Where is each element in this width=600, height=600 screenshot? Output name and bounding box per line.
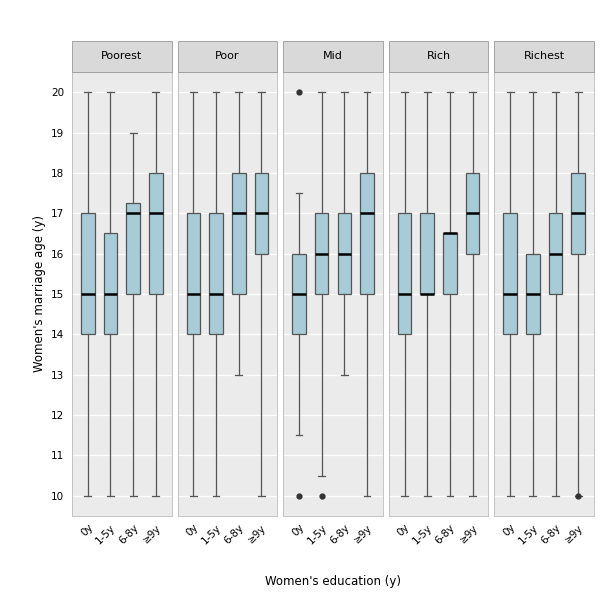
Text: Richest: Richest <box>524 52 565 61</box>
Text: Mid: Mid <box>323 52 343 61</box>
PathPatch shape <box>292 254 306 334</box>
PathPatch shape <box>466 173 479 254</box>
PathPatch shape <box>398 213 412 334</box>
PathPatch shape <box>526 254 539 334</box>
Text: Poorest: Poorest <box>101 52 142 61</box>
PathPatch shape <box>571 173 585 254</box>
PathPatch shape <box>187 213 200 334</box>
Text: Women's education (y): Women's education (y) <box>265 575 401 588</box>
PathPatch shape <box>549 213 562 294</box>
PathPatch shape <box>443 233 457 294</box>
Y-axis label: Women's marriage age (y): Women's marriage age (y) <box>32 215 46 373</box>
PathPatch shape <box>360 173 374 294</box>
PathPatch shape <box>315 213 328 294</box>
PathPatch shape <box>149 173 163 294</box>
PathPatch shape <box>254 173 268 254</box>
PathPatch shape <box>503 213 517 334</box>
PathPatch shape <box>209 213 223 334</box>
Text: Poor: Poor <box>215 52 239 61</box>
PathPatch shape <box>81 213 95 334</box>
PathPatch shape <box>104 233 117 334</box>
PathPatch shape <box>232 173 245 294</box>
PathPatch shape <box>127 203 140 294</box>
PathPatch shape <box>338 213 351 294</box>
PathPatch shape <box>421 213 434 294</box>
Text: Rich: Rich <box>427 52 451 61</box>
